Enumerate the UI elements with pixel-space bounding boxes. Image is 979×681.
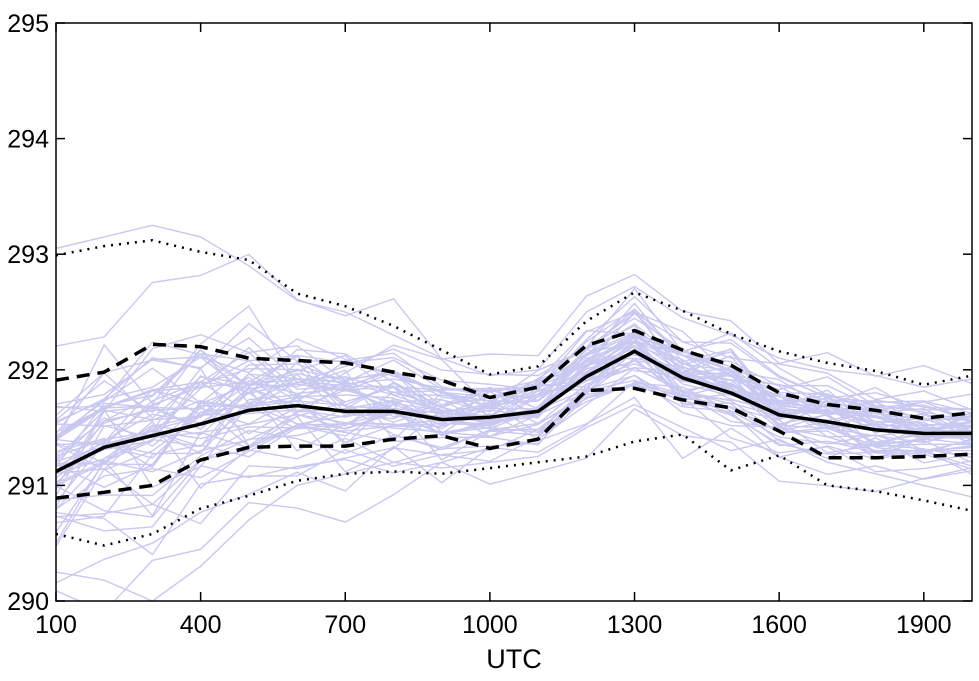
plot-frame [55, 22, 973, 602]
ensemble-member-line [56, 323, 972, 440]
statistic-lines [56, 239, 972, 547]
y-tick-label: 290 [7, 588, 49, 616]
ensemble-member-line [56, 287, 972, 444]
lower-envelope-line [56, 433, 972, 547]
upper-envelope-line [56, 239, 972, 387]
lower-quartile-line [56, 386, 972, 500]
axis-ticks: 100 400 700 1000 1300 1600 1900 290 291 292 293 294… [7, 10, 972, 639]
x-tick-label: 1900 [896, 611, 952, 639]
ensemble-member-line [56, 383, 972, 487]
x-tick-label: 1300 [607, 611, 663, 639]
x-tick-label: 1000 [462, 611, 518, 639]
x-tick-label: 400 [180, 611, 222, 639]
y-tick-label: 295 [7, 10, 49, 38]
y-tick-label: 294 [7, 126, 49, 154]
ensemble-member-line [56, 349, 972, 479]
ensemble-member-line [56, 359, 972, 518]
x-axis-title: UTC [486, 644, 542, 674]
ensemble-member-line [56, 339, 972, 472]
ensemble-member-line [56, 403, 972, 601]
ensemble-member-line [56, 374, 972, 533]
ensemble-member-line [56, 253, 972, 385]
ensemble-member-line [56, 351, 972, 457]
x-tick-label: 100 [35, 611, 77, 639]
ensemble-members [56, 224, 972, 601]
ensemble-member-line [56, 224, 972, 388]
median-line [56, 349, 972, 474]
ensemble-member-line [56, 379, 972, 510]
upper-quartile-line [56, 328, 972, 421]
y-tick-label: 291 [7, 472, 49, 500]
y-tick-label: 293 [7, 241, 49, 269]
ensemble-member-line [56, 310, 972, 437]
x-tick-label: 1600 [751, 611, 807, 639]
y-tick-label: 292 [7, 357, 49, 385]
ensemble-member-line [56, 407, 972, 601]
ensemble-member-line [56, 380, 972, 532]
x-tick-label: 700 [324, 611, 366, 639]
